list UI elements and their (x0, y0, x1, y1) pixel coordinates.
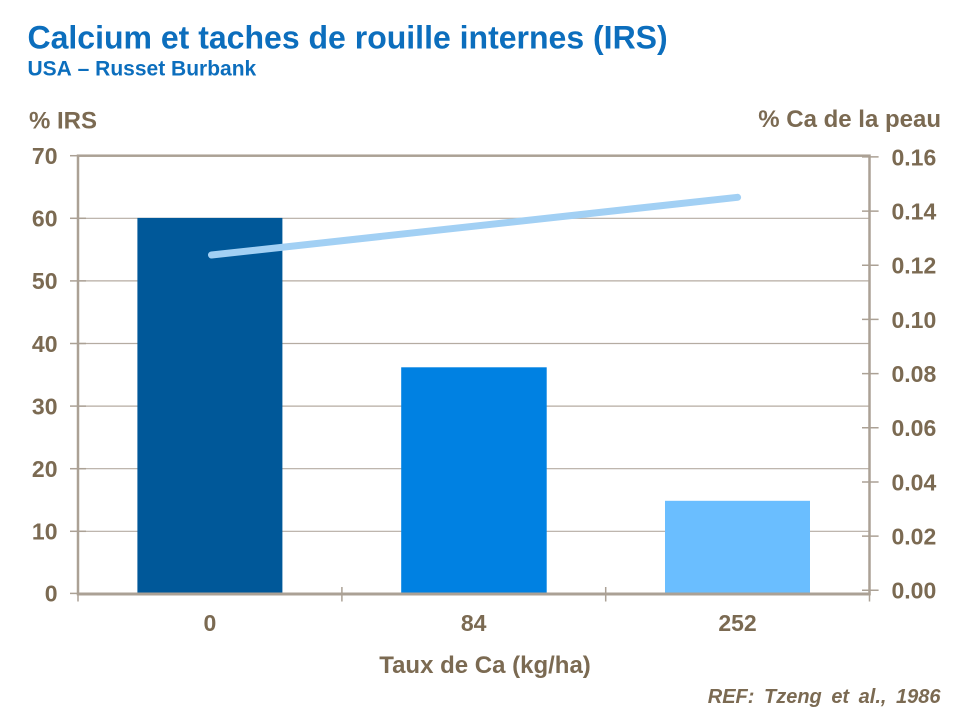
svg-text:30: 30 (32, 393, 58, 419)
svg-text:70: 70 (32, 143, 58, 169)
svg-text:252: 252 (718, 610, 756, 636)
svg-text:0: 0 (45, 581, 58, 607)
svg-text:50: 50 (32, 268, 58, 294)
svg-text:% IRS: % IRS (29, 108, 97, 135)
svg-text:USA – Russet Burbank: USA – Russet Burbank (28, 57, 257, 80)
svg-text:0.10: 0.10 (892, 307, 937, 333)
svg-text:0.04: 0.04 (892, 469, 937, 495)
svg-text:84: 84 (461, 610, 487, 636)
svg-text:0.16: 0.16 (892, 144, 937, 170)
svg-text:40: 40 (32, 331, 58, 357)
svg-text:0.08: 0.08 (892, 361, 937, 387)
svg-text:0.06: 0.06 (892, 415, 937, 441)
svg-text:Taux de Ca (kg/ha): Taux de Ca (kg/ha) (379, 652, 591, 679)
svg-text:0.02: 0.02 (892, 524, 937, 550)
svg-text:0.00: 0.00 (892, 578, 937, 604)
svg-text:0.14: 0.14 (892, 198, 937, 224)
svg-text:0.12: 0.12 (892, 253, 937, 279)
svg-text:10: 10 (32, 519, 58, 545)
svg-text:% Ca de la peau: % Ca de la peau (758, 106, 941, 133)
svg-text:20: 20 (32, 456, 58, 482)
svg-text:60: 60 (32, 206, 58, 232)
svg-text:0: 0 (204, 610, 217, 636)
svg-text:Calcium et taches de rouille i: Calcium et taches de rouille internes (I… (28, 20, 668, 56)
svg-text:REF: Tzeng et al., 1986: REF: Tzeng et al., 1986 (708, 686, 942, 708)
